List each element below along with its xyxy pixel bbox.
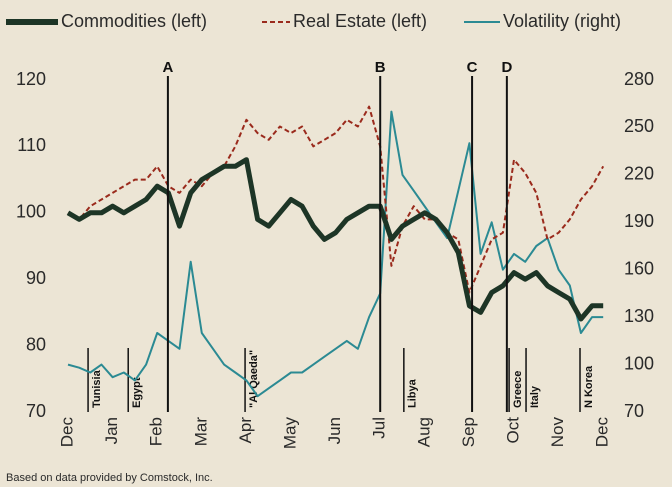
x-tick-label: Nov bbox=[548, 417, 567, 448]
y-tick-label: 90 bbox=[26, 268, 46, 288]
minor-event-label: Italy bbox=[529, 385, 541, 408]
y2-tick-label: 130 bbox=[624, 306, 654, 326]
x-tick-label: Dec bbox=[57, 417, 76, 448]
y2-tick-label: 280 bbox=[624, 69, 654, 89]
y2-tick-label: 70 bbox=[624, 401, 644, 421]
y2-tick-label: 250 bbox=[624, 116, 654, 136]
y-tick-label: 110 bbox=[17, 135, 46, 155]
event-label: D bbox=[501, 59, 512, 76]
y2-tick-label: 190 bbox=[624, 211, 654, 231]
footnote: Based on data provided by Comstock, Inc. bbox=[6, 472, 213, 484]
event-label: A bbox=[162, 59, 173, 76]
y2-tick-label: 220 bbox=[624, 164, 654, 184]
series-line bbox=[67, 110, 604, 398]
x-tick-label: Dec bbox=[593, 417, 612, 448]
x-tick-label: Apr bbox=[236, 417, 255, 444]
minor-event-label: Libya bbox=[407, 378, 419, 408]
minor-event-label: Egypt bbox=[131, 377, 143, 408]
x-tick-label: Jul bbox=[370, 417, 389, 439]
legend-label: Volatility (right) bbox=[503, 11, 621, 31]
y-tick-label: 100 bbox=[16, 202, 46, 222]
minor-event-label: Greece bbox=[512, 371, 524, 408]
x-tick-label: Oct bbox=[503, 417, 522, 444]
event-label: C bbox=[467, 59, 478, 76]
x-tick-label: Aug bbox=[414, 417, 433, 447]
x-tick-label: Jan bbox=[102, 417, 121, 444]
legend-label: Commodities (left) bbox=[61, 11, 207, 31]
x-tick-label: May bbox=[280, 417, 299, 450]
x-tick-label: Sep bbox=[459, 417, 478, 447]
x-tick-label: Jun bbox=[325, 417, 344, 444]
series-line bbox=[66, 157, 604, 322]
minor-event-label: Tunisia bbox=[91, 369, 103, 408]
minor-event-label: N Korea bbox=[583, 365, 595, 408]
minor-event-label: "Al Qaeda" bbox=[248, 350, 260, 408]
legend-label: Real Estate (left) bbox=[293, 11, 427, 31]
event-label: B bbox=[375, 59, 386, 76]
y-tick-label: 70 bbox=[26, 401, 46, 421]
y2-tick-label: 100 bbox=[624, 353, 654, 373]
y2-tick-label: 160 bbox=[624, 258, 654, 278]
y-tick-label: 80 bbox=[26, 334, 46, 354]
x-tick-label: Feb bbox=[147, 417, 166, 446]
x-tick-label: Mar bbox=[191, 417, 210, 447]
y-tick-label: 120 bbox=[16, 69, 46, 89]
